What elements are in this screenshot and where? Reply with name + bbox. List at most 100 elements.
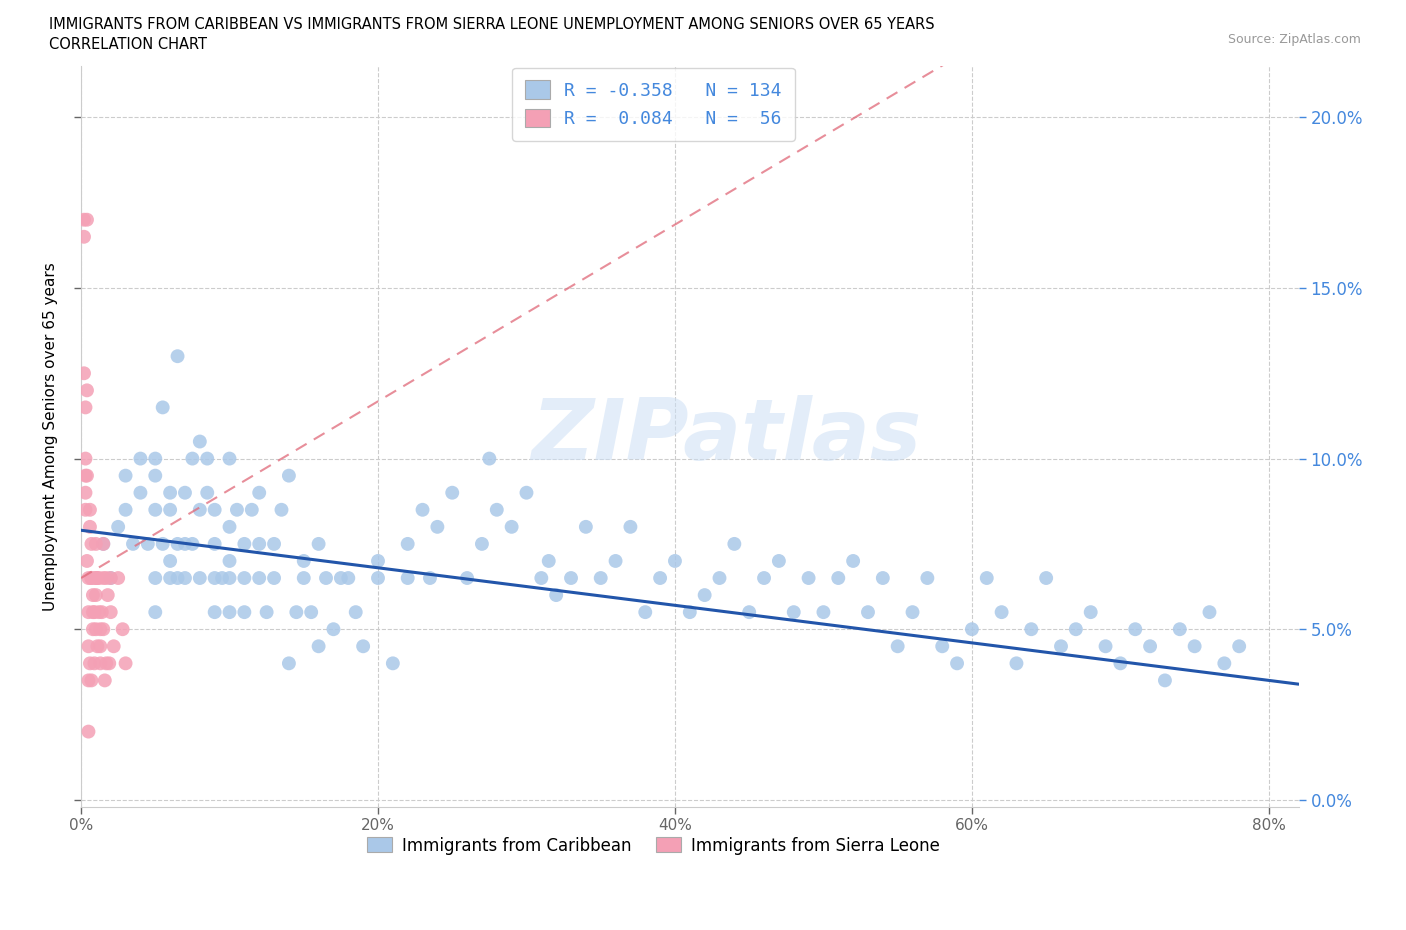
Point xyxy=(89,639,111,654)
Point xyxy=(77,724,100,739)
Point xyxy=(111,622,134,637)
Point xyxy=(797,571,820,586)
Point xyxy=(86,639,108,654)
Point xyxy=(396,537,419,551)
Point xyxy=(114,656,136,671)
Point xyxy=(768,553,790,568)
Point xyxy=(827,571,849,586)
Point xyxy=(931,639,953,654)
Point xyxy=(166,571,188,586)
Point xyxy=(82,622,104,637)
Point xyxy=(1094,639,1116,654)
Point xyxy=(103,639,125,654)
Point xyxy=(143,604,166,619)
Point xyxy=(84,571,107,586)
Point xyxy=(84,537,107,551)
Point xyxy=(1184,639,1206,654)
Point xyxy=(73,230,96,245)
Point xyxy=(152,400,174,415)
Point xyxy=(292,553,315,568)
Point xyxy=(204,502,226,517)
Point xyxy=(1109,656,1132,671)
Point xyxy=(218,553,240,568)
Point xyxy=(76,212,98,227)
Point xyxy=(1154,673,1177,688)
Point xyxy=(664,553,686,568)
Point xyxy=(79,656,101,671)
Point xyxy=(1050,639,1073,654)
Point xyxy=(87,604,110,619)
Point xyxy=(80,571,103,586)
Point xyxy=(738,604,761,619)
Point xyxy=(367,571,389,586)
Point xyxy=(648,571,671,586)
Point xyxy=(84,571,107,586)
Point xyxy=(723,537,745,551)
Point xyxy=(91,537,114,551)
Point xyxy=(256,604,278,619)
Point xyxy=(84,588,107,603)
Point xyxy=(247,485,270,500)
Point xyxy=(143,502,166,517)
Point xyxy=(107,519,129,534)
Point xyxy=(83,604,105,619)
Point xyxy=(96,571,118,586)
Point xyxy=(90,604,112,619)
Point xyxy=(537,553,560,568)
Point xyxy=(285,604,308,619)
Point xyxy=(91,622,114,637)
Point xyxy=(560,571,582,586)
Point xyxy=(100,604,122,619)
Point xyxy=(211,571,233,586)
Point xyxy=(381,656,404,671)
Point xyxy=(166,349,188,364)
Point xyxy=(181,537,204,551)
Point xyxy=(1168,622,1191,637)
Point xyxy=(91,571,114,586)
Point xyxy=(87,571,110,586)
Text: ZIPatlas: ZIPatlas xyxy=(531,395,921,478)
Point xyxy=(174,537,197,551)
Point xyxy=(122,537,145,551)
Point xyxy=(546,588,568,603)
Point xyxy=(1035,571,1057,586)
Point xyxy=(188,434,211,449)
Point xyxy=(308,537,330,551)
Point xyxy=(1064,622,1087,637)
Point xyxy=(709,571,731,586)
Point xyxy=(842,553,865,568)
Point xyxy=(143,451,166,466)
Point xyxy=(98,656,121,671)
Point xyxy=(679,604,702,619)
Point xyxy=(367,553,389,568)
Point xyxy=(1123,622,1146,637)
Point xyxy=(114,468,136,483)
Point xyxy=(89,622,111,637)
Point xyxy=(901,604,924,619)
Text: Source: ZipAtlas.com: Source: ZipAtlas.com xyxy=(1227,33,1361,46)
Point xyxy=(917,571,939,586)
Point xyxy=(195,485,218,500)
Point xyxy=(143,468,166,483)
Point xyxy=(82,604,104,619)
Point xyxy=(188,571,211,586)
Point xyxy=(233,604,256,619)
Point xyxy=(91,537,114,551)
Point xyxy=(79,502,101,517)
Point xyxy=(80,571,103,586)
Point xyxy=(97,588,120,603)
Point xyxy=(75,485,97,500)
Point xyxy=(478,451,501,466)
Point xyxy=(990,604,1012,619)
Point xyxy=(159,571,181,586)
Point xyxy=(218,604,240,619)
Point xyxy=(83,656,105,671)
Point xyxy=(1213,656,1236,671)
Point xyxy=(575,519,598,534)
Point xyxy=(856,604,879,619)
Point xyxy=(344,604,367,619)
Point xyxy=(75,451,97,466)
Point xyxy=(195,451,218,466)
Point xyxy=(100,571,122,586)
Point xyxy=(619,519,641,534)
